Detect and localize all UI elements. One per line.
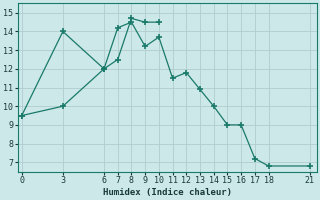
X-axis label: Humidex (Indice chaleur): Humidex (Indice chaleur) xyxy=(103,188,232,197)
